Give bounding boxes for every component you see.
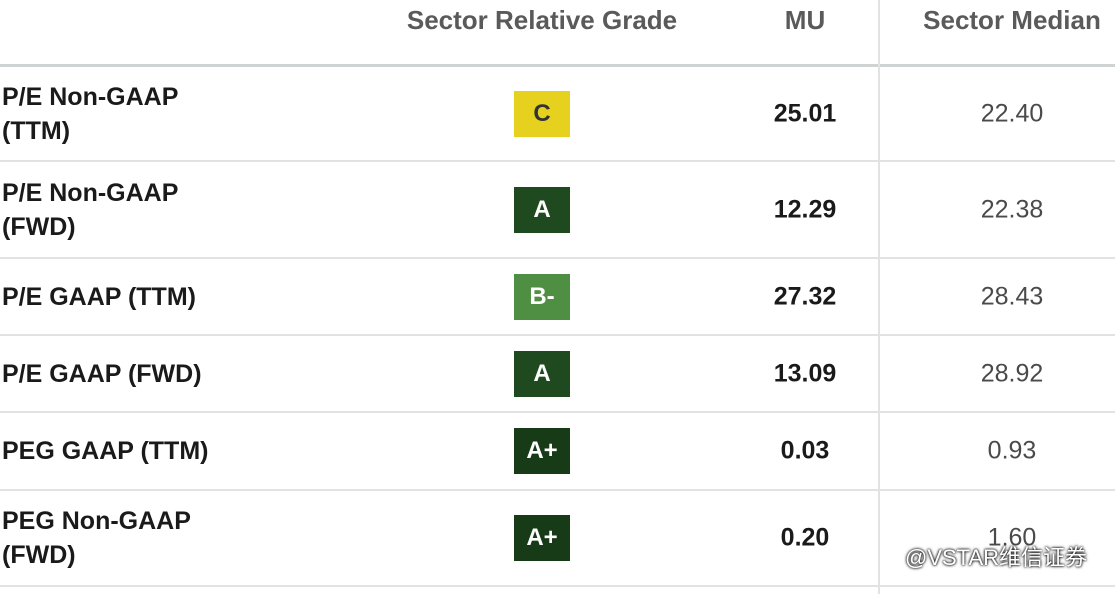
grade-badge: B- [514, 273, 570, 320]
row-separator [0, 585, 1115, 587]
watermark: @VSTAR维信证券 [905, 545, 1088, 570]
metric-label: P/E Non-GAAP [2, 83, 179, 111]
median-value: 22.38 [980, 195, 1044, 223]
metric-label: PEG Non-GAAP [2, 507, 191, 535]
ticker-value: 25.01 [773, 99, 837, 128]
grade-badge: A+ [514, 428, 570, 474]
metric-label: (FWD) [2, 541, 76, 569]
metric-label: PEG GAAP (TTM) [2, 437, 209, 465]
median-value: 22.40 [980, 99, 1044, 128]
row-separator [0, 334, 1115, 336]
column-divider [878, 0, 880, 594]
ticker-value: 27.32 [773, 282, 837, 310]
header-grade: Sector Relative Grade [406, 5, 678, 35]
median-value: 0.93 [987, 436, 1037, 465]
metric-label: (TTM) [2, 117, 71, 145]
grade-badge: A [514, 350, 570, 397]
header-median: Sector Median [923, 5, 1101, 35]
row-separator [0, 411, 1115, 413]
grade-badge: A [514, 186, 570, 233]
grade-badge: C [514, 91, 570, 137]
median-value: 28.92 [980, 359, 1044, 387]
median-value: 28.43 [980, 282, 1044, 310]
median-value: 1.60 [987, 523, 1037, 552]
grade-badge: A+ [514, 515, 570, 561]
row-separator [0, 257, 1115, 259]
ticker-value: 0.20 [780, 523, 830, 552]
metric-label: P/E Non-GAAP [2, 178, 179, 207]
row-separator [0, 160, 1115, 162]
header-ticker: MU [784, 5, 826, 35]
ticker-value: 12.29 [773, 195, 837, 223]
metric-label: P/E GAAP (FWD) [2, 359, 202, 388]
ticker-value: 0.03 [780, 436, 830, 465]
ticker-value: 13.09 [773, 359, 837, 387]
metric-label: (FWD) [2, 212, 76, 241]
row-separator [0, 489, 1115, 491]
header-border [0, 64, 1115, 67]
metric-label: P/E GAAP (TTM) [2, 282, 196, 311]
